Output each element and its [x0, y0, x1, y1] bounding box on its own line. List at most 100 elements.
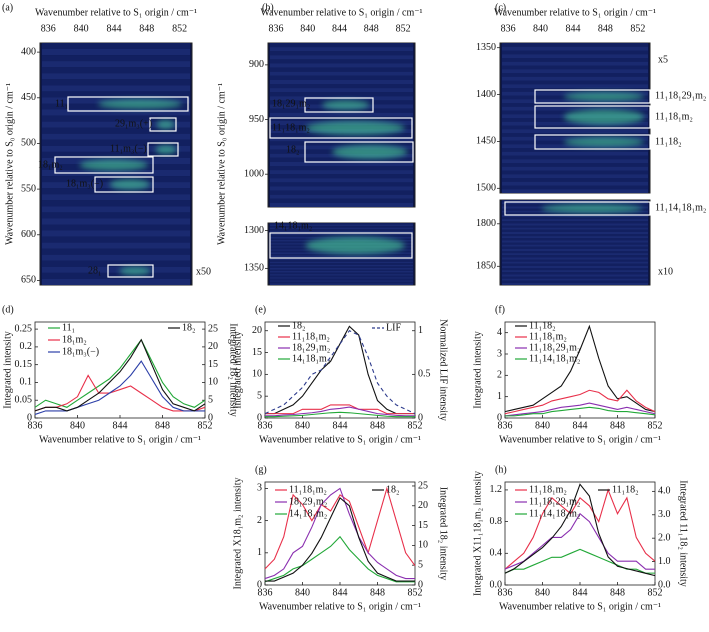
y-tick-label: 500 — [21, 138, 36, 149]
y-tick-label: 1450 — [476, 136, 496, 147]
y-tick-label: 0.15 — [15, 359, 33, 370]
y2-tick-label: 20 — [418, 500, 428, 511]
x-tick-label: 852 — [630, 23, 645, 34]
panel-label: (b) — [262, 2, 274, 13]
panel-label: (g) — [255, 464, 267, 475]
y-tick-label: 0 — [257, 412, 262, 423]
x-axis-title: Wavenumber relative to S₁ origin / cm⁻¹ — [259, 434, 421, 445]
y-tick-label: 0.4 — [490, 548, 503, 559]
y2-tick-label: 15 — [208, 359, 218, 370]
panel-label: (d) — [2, 304, 14, 315]
x-tick-label: 844 — [333, 587, 348, 598]
region-label: 11₁18₁m₂ — [272, 122, 310, 133]
y2-tick-label: 25 — [208, 323, 218, 334]
x-tick-label: 848 — [598, 23, 613, 34]
y2-tick-label: 15 — [418, 520, 428, 531]
y2-tick-label: 1.0 — [658, 556, 671, 567]
x-tick-label: 852 — [408, 420, 423, 431]
y-tick-label: 1800 — [476, 218, 496, 229]
x-tick-label: 840 — [300, 23, 315, 34]
y2-tick-label: 0.0 — [658, 579, 671, 590]
legend-label: 11₁18₂ — [612, 484, 639, 495]
x-tick-label: 852 — [648, 420, 663, 431]
x-tick-label: 848 — [610, 587, 625, 598]
x-tick-label: 844 — [113, 420, 128, 431]
series-line — [34, 374, 206, 412]
x-axis-title: Wavenumber relative to S₁ origin / cm⁻¹ — [35, 7, 197, 18]
region-box — [269, 117, 413, 139]
y-tick-label: 4 — [497, 327, 502, 338]
x-tick-label: 840 — [535, 587, 550, 598]
series-line — [264, 486, 416, 570]
y2-tick-label: 0 — [418, 412, 423, 423]
y-axis-title: Integrated X11₁18₁m₂ intensity — [472, 471, 483, 596]
y-axis-title: Wavenumber relative to S₀ origin / cm⁻¹ — [216, 83, 227, 245]
signal-glow — [563, 137, 645, 147]
region-label: 14₁18₁m₂ — [274, 220, 312, 231]
legend-label: 11₁14₁18₁m₂ — [529, 508, 580, 519]
scale-note: x10 — [658, 266, 673, 277]
y-tick-label: 450 — [21, 92, 36, 103]
series-line — [34, 360, 205, 415]
y-tick-label: 0.05 — [15, 395, 33, 406]
x-tick-label: 844 — [333, 420, 348, 431]
region-box — [147, 142, 179, 157]
series-line — [265, 411, 415, 418]
panel-label: (c) — [495, 2, 506, 13]
region-label: 18₁m₃(−) — [66, 178, 103, 189]
y2-tick-label: 5 — [208, 395, 213, 406]
legend-label: 11₁18₁29₁m₂ — [529, 496, 580, 507]
y-tick-label: 1350 — [244, 263, 264, 274]
legend-label: 11₁18₁29₁m₂ — [529, 342, 580, 353]
series-line — [504, 512, 655, 570]
y2-tick-label: 0.5 — [418, 369, 431, 380]
y-axis-title: Integrated intensity — [2, 331, 13, 408]
series-line — [505, 406, 656, 417]
x-axis-title: Wavenumber relative to S₁ origin / cm⁻¹ — [260, 7, 422, 18]
y-axis-title: Wavenumber relative to S₀ origin / cm⁻¹ — [4, 83, 15, 245]
panel-label: (h) — [495, 464, 507, 475]
legend-label: 18₁m₃(−) — [62, 346, 99, 357]
y-tick-label: 2 — [497, 370, 502, 381]
region-label: 11₁18₁29₁m₂ — [655, 90, 706, 101]
x-axis-title: Wavenumber relative to S₁ origin / cm⁻¹ — [39, 434, 201, 445]
region-box — [304, 97, 374, 113]
x-tick-label: 840 — [74, 23, 89, 34]
x-tick-label: 836 — [258, 420, 273, 431]
region-box — [149, 117, 177, 132]
region-box — [534, 134, 651, 150]
signal-glow — [305, 236, 405, 255]
y-axis-title: Integrated intensity — [232, 331, 243, 408]
y2-tick-label: 1 — [418, 325, 423, 336]
region-box — [504, 201, 651, 216]
y-tick-label: 1350 — [476, 42, 496, 53]
y-tick-label: 1850 — [476, 261, 496, 272]
x-tick-label: 840 — [535, 420, 550, 431]
signal-glow — [119, 266, 151, 276]
y-tick-label: 0.0 — [490, 579, 503, 590]
region-box — [269, 232, 413, 259]
x-tick-label: 844 — [573, 587, 588, 598]
y-tick-label: 0 — [27, 412, 32, 423]
y-tick-label: 600 — [21, 229, 36, 240]
signal-glow — [155, 144, 177, 155]
y-tick-label: 0 — [257, 579, 262, 590]
series-line — [504, 488, 656, 570]
y2-axis-title: Integrated 18₂ intensity — [438, 487, 449, 580]
legend-label: 11₁18₁m₂ — [529, 331, 567, 342]
legend-label: 18₁m₂ — [62, 334, 87, 345]
signal-glow — [305, 121, 405, 135]
y-tick-label: 15 — [252, 347, 262, 358]
region-box — [107, 264, 154, 278]
series-line — [265, 496, 415, 582]
region-label: 18₁m₂ — [38, 159, 63, 170]
series-line — [265, 406, 415, 417]
series-line — [504, 324, 656, 413]
legend-label: 11₁18₁m₂ — [292, 331, 330, 342]
region-label: 11₁14₁18₁m₂ — [655, 202, 706, 213]
x-tick-label: 848 — [139, 23, 154, 34]
y-tick-label: 1 — [257, 547, 262, 558]
y-tick-label: 3 — [497, 348, 502, 359]
scale-note: x5 — [658, 54, 668, 65]
